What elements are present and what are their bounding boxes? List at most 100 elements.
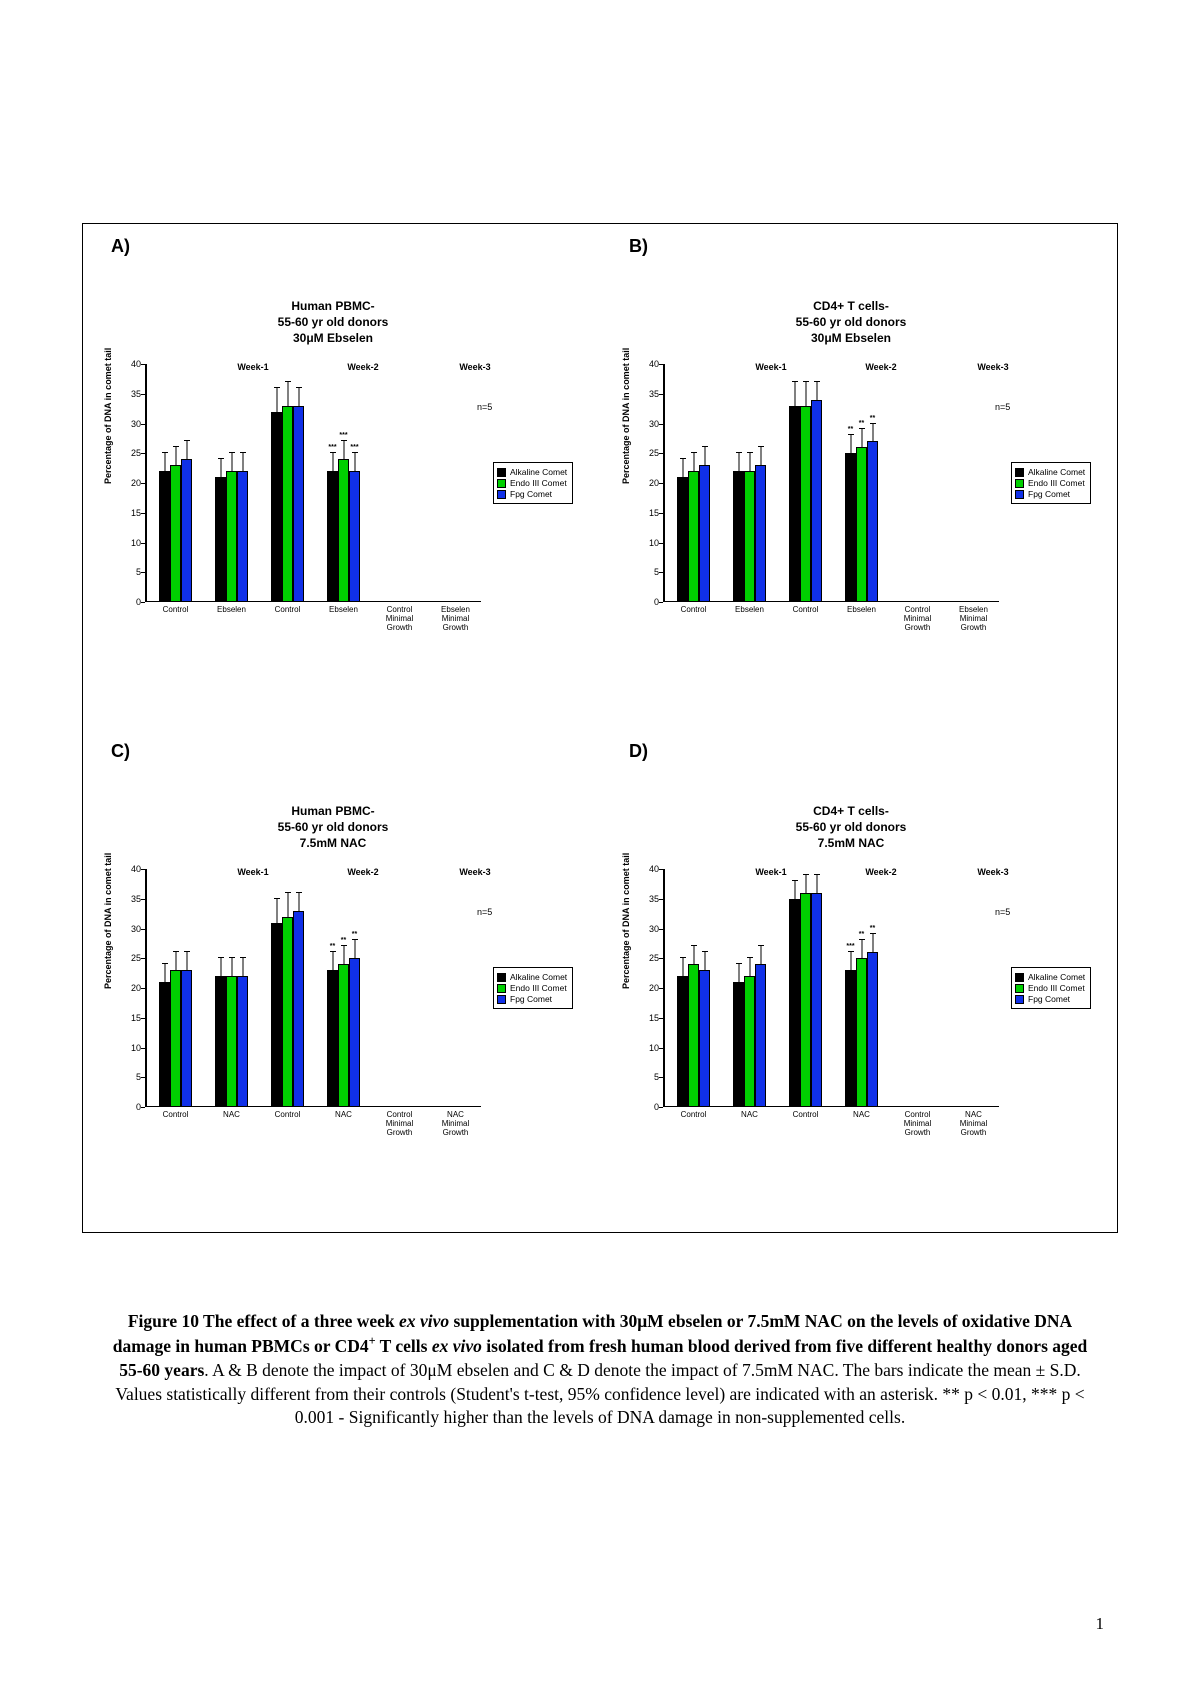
panel-d: D) CD4+ T cells-55-60 yr old donors7.5mM … <box>601 729 1119 1234</box>
legend-swatch <box>497 984 506 993</box>
bar <box>800 893 811 1107</box>
caption-text: Figure 10 The effect of a three week <box>128 1311 399 1331</box>
y-tick-label: 15 <box>641 508 659 518</box>
x-tick-label: NAC <box>207 1111 256 1120</box>
legend-item: Endo III Comet <box>1015 983 1085 993</box>
y-tick-label: 25 <box>641 448 659 458</box>
panel-b: B)CD4+ T cells-55-60 yr old donors30μM E… <box>601 224 1119 729</box>
x-tick-label: ControlMinimalGrowth <box>375 1111 424 1137</box>
bar <box>744 471 755 602</box>
bar <box>237 471 248 602</box>
bar <box>181 970 192 1107</box>
x-tick-label: NAC <box>837 1111 886 1120</box>
caption-text: T cells <box>376 1336 432 1356</box>
legend-item: Alkaline Comet <box>497 467 567 477</box>
bar <box>733 982 744 1107</box>
bar <box>181 459 192 602</box>
plot-area: 0510152025303540ControlNACControl*******… <box>663 869 999 1107</box>
legend-label: Endo III Comet <box>1028 478 1085 488</box>
bar <box>338 964 349 1107</box>
legend-label: Endo III Comet <box>1028 983 1085 993</box>
bar <box>226 976 237 1107</box>
y-tick-label: 20 <box>123 983 141 993</box>
bar <box>811 893 822 1107</box>
x-tick-label: ControlMinimalGrowth <box>893 606 942 632</box>
y-axis-title: Percentage of DNA in comet tail <box>103 853 113 989</box>
plot-area: 0510152025303540ControlEbselenControl***… <box>663 364 999 602</box>
legend-label: Alkaline Comet <box>1028 972 1085 982</box>
x-tick-label: EbselenMinimalGrowth <box>949 606 998 632</box>
legend-label: Fpg Comet <box>510 489 552 499</box>
y-tick-label: 30 <box>123 924 141 934</box>
y-tick-label: 0 <box>641 1102 659 1112</box>
legend-swatch <box>1015 995 1024 1004</box>
legend-label: Alkaline Comet <box>510 467 567 477</box>
y-tick-label: 25 <box>641 953 659 963</box>
legend-label: Fpg Comet <box>510 994 552 1004</box>
y-tick-label: 30 <box>641 924 659 934</box>
panel-c: C)Human PBMC-55-60 yr old donors7.5mM NA… <box>83 729 601 1234</box>
y-axis-title: Percentage of DNA in comet tail <box>621 853 631 989</box>
legend: Alkaline CometEndo III CometFpg Comet <box>493 462 573 504</box>
y-tick-label: 35 <box>641 389 659 399</box>
y-tick-label: 30 <box>641 419 659 429</box>
bar <box>867 952 878 1107</box>
y-tick-label: 5 <box>641 1072 659 1082</box>
bar <box>159 471 170 602</box>
panel-letter: D) <box>629 741 648 762</box>
legend-label: Endo III Comet <box>510 983 567 993</box>
legend-label: Alkaline Comet <box>1028 467 1085 477</box>
bar <box>845 970 856 1107</box>
x-tick-label: Ebselen <box>837 606 886 615</box>
significance-marker: *** <box>846 943 854 950</box>
bar <box>170 970 181 1107</box>
figure-caption: Figure 10 The effect of a three week ex … <box>100 1310 1100 1430</box>
bar <box>688 471 699 602</box>
y-tick-label: 40 <box>641 864 659 874</box>
x-tick-label: Control <box>781 1111 830 1120</box>
legend-swatch <box>1015 973 1024 982</box>
chart-title: CD4+ T cells-55-60 yr old donors7.5mM NA… <box>721 803 981 852</box>
bar <box>789 406 800 602</box>
y-tick-label: 10 <box>123 1043 141 1053</box>
panel-letter: A) <box>111 236 130 257</box>
bar <box>744 976 755 1107</box>
panel-letter: B) <box>629 236 648 257</box>
y-tick-label: 15 <box>641 1013 659 1023</box>
significance-marker: *** <box>328 444 336 451</box>
y-tick-label: 25 <box>123 953 141 963</box>
x-tick-label: Control <box>669 606 718 615</box>
bar <box>282 406 293 602</box>
legend-item: Endo III Comet <box>1015 478 1085 488</box>
y-tick-label: 35 <box>641 894 659 904</box>
legend-swatch <box>1015 984 1024 993</box>
legend-item: Alkaline Comet <box>497 972 567 982</box>
significance-marker: ** <box>848 426 853 433</box>
bar <box>856 958 867 1107</box>
y-tick-label: 40 <box>123 864 141 874</box>
significance-marker: ** <box>352 931 357 938</box>
bar <box>755 465 766 602</box>
y-tick-label: 35 <box>123 894 141 904</box>
bar <box>215 477 226 602</box>
bar <box>800 406 811 602</box>
bar <box>677 976 688 1107</box>
x-tick-label: Control <box>263 1111 312 1120</box>
y-tick-label: 20 <box>641 478 659 488</box>
x-tick-label: Control <box>263 606 312 615</box>
y-tick-label: 0 <box>123 1102 141 1112</box>
x-tick-label: Ebselen <box>725 606 774 615</box>
y-tick-label: 25 <box>123 448 141 458</box>
panel-a: A)Human PBMC-55-60 yr old donors30μM Ebs… <box>83 224 601 729</box>
bar <box>226 471 237 602</box>
y-tick-label: 0 <box>641 597 659 607</box>
bar <box>733 471 744 602</box>
x-tick-label: NAC <box>725 1111 774 1120</box>
legend-label: Endo III Comet <box>510 478 567 488</box>
caption-text: ex vivo <box>432 1336 482 1356</box>
x-tick-label: Control <box>781 606 830 615</box>
bar <box>338 459 349 602</box>
chart-title: Human PBMC-55-60 yr old donors7.5mM NAC <box>203 803 463 852</box>
y-tick-label: 10 <box>123 538 141 548</box>
x-tick-label: Ebselen <box>319 606 368 615</box>
